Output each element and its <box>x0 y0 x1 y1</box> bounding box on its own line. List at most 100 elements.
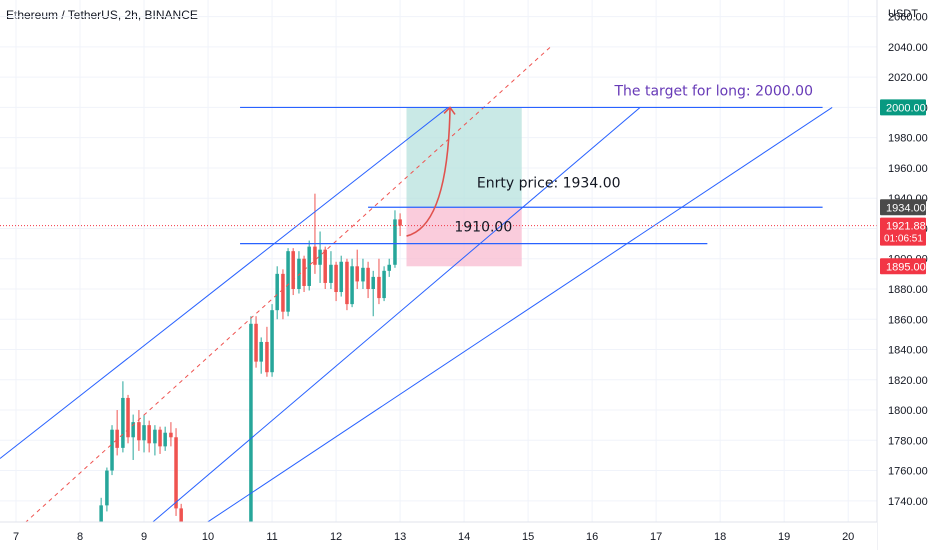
time-axis-bg <box>0 522 877 550</box>
candle-countdown: 01:06:51 <box>884 234 923 245</box>
candle-up <box>297 258 301 289</box>
candle-down <box>137 422 141 441</box>
x-tick-label: 17 <box>650 531 662 543</box>
candle-up <box>131 422 135 438</box>
candle-up <box>286 251 290 312</box>
candle-down <box>169 432 173 438</box>
candle-up <box>393 219 397 265</box>
candle-up <box>275 273 279 311</box>
x-tick-label: 11 <box>266 531 277 543</box>
x-tick-label: 7 <box>13 531 19 543</box>
channel-midline <box>18 46 551 529</box>
y-tick-label: 1880.00 <box>888 284 928 296</box>
candle-down <box>377 276 381 299</box>
y-tick-label: 1760.00 <box>888 466 928 478</box>
current-price-tag <box>880 217 926 246</box>
candle-down <box>115 429 119 448</box>
candle-down <box>254 323 258 362</box>
candle-up <box>105 470 109 506</box>
candle-up <box>387 264 391 271</box>
candle-up <box>307 246 311 286</box>
symbol-title: Ethereum / TetherUS, 2h, BINANCE <box>6 8 198 22</box>
y-tick-label: 1980.00 <box>888 133 928 145</box>
stop-zone <box>406 207 522 267</box>
price-tag-entry <box>880 199 926 216</box>
y-tick-label: 1840.00 <box>888 345 928 357</box>
x-tick-label: 10 <box>202 531 214 543</box>
y-tick-label: 1740.00 <box>888 496 928 508</box>
channel-line <box>193 107 833 532</box>
price-tag-target <box>880 99 926 116</box>
candles <box>99 193 402 544</box>
y-tick-label: 2040.00 <box>888 42 928 54</box>
candle-down <box>281 273 285 312</box>
price-tag-label-target: 2000.00 <box>886 102 926 114</box>
x-tick-label: 16 <box>586 531 598 543</box>
candle-up <box>361 267 365 282</box>
price-tag-stop <box>880 258 926 275</box>
time-axis: 7 8 9 10 11 12 13 14 15 16 17 18 19 20 <box>0 521 877 550</box>
x-tick-label: 9 <box>141 531 147 543</box>
candle-down <box>313 246 317 265</box>
x-tick-label: 8 <box>77 531 83 543</box>
position-zones <box>406 107 522 267</box>
candle-up <box>350 266 354 305</box>
price-tag-label-stop: 1895.00 <box>886 261 926 273</box>
x-tick-label: 18 <box>714 531 726 543</box>
annotation-target: The target for long: 2000.00 <box>614 83 813 99</box>
y-tick-label: 1800.00 <box>888 405 928 417</box>
channel-line <box>141 107 641 532</box>
x-tick-label: 12 <box>330 531 342 543</box>
candle-up <box>110 429 114 471</box>
channel-lines <box>0 46 833 532</box>
arrow-path <box>406 107 451 237</box>
candle-down <box>147 425 151 444</box>
x-tick-label: 14 <box>458 531 470 543</box>
candle-up <box>249 323 253 538</box>
candle-up <box>153 429 157 444</box>
channel-line <box>0 107 449 459</box>
arrow-head <box>443 106 456 115</box>
candle-up <box>121 397 125 448</box>
candle-down <box>345 261 349 305</box>
candle-up <box>163 432 167 447</box>
price-axis-bg <box>877 0 932 550</box>
candle-down <box>366 267 370 289</box>
y-tick-label: 2020.00 <box>888 72 928 84</box>
candle-down <box>355 266 359 282</box>
x-tick-label: 19 <box>778 531 790 543</box>
candle-down <box>323 249 327 283</box>
y-tick-label: 1820.00 <box>888 375 928 387</box>
current-price-label: 1921.88 <box>886 221 926 233</box>
x-tick-label: 15 <box>522 531 534 543</box>
candle-up <box>339 261 343 293</box>
y-tick-label: 1960.00 <box>888 163 928 175</box>
y-tick-label: 2060.00 <box>888 12 928 24</box>
target-zone <box>406 107 522 208</box>
price-tag-label-entry: 1934.00 <box>886 202 926 214</box>
candle-up <box>329 264 333 283</box>
candle-up <box>259 341 263 362</box>
axis-unit-label: USDT <box>888 8 918 20</box>
candle-down <box>334 264 338 293</box>
candle-down <box>158 429 162 447</box>
candle-down <box>174 437 178 509</box>
y-tick-label: 1860.00 <box>888 314 928 326</box>
candle-down <box>291 251 295 289</box>
annotation-level: 1910.00 <box>454 219 512 235</box>
candle-down <box>126 397 130 438</box>
candle-down <box>398 219 402 226</box>
x-tick-label: 20 <box>842 531 854 543</box>
candle-up <box>382 270 386 299</box>
candle-up <box>371 276 375 289</box>
candle-up <box>99 505 103 530</box>
candle-down <box>265 341 269 373</box>
candle-up <box>270 310 274 373</box>
candle-up <box>142 425 146 441</box>
y-tick-label: 1780.00 <box>888 435 928 447</box>
x-tick-label: 13 <box>394 531 406 543</box>
candle-up <box>318 249 322 265</box>
candle-down <box>302 258 306 286</box>
